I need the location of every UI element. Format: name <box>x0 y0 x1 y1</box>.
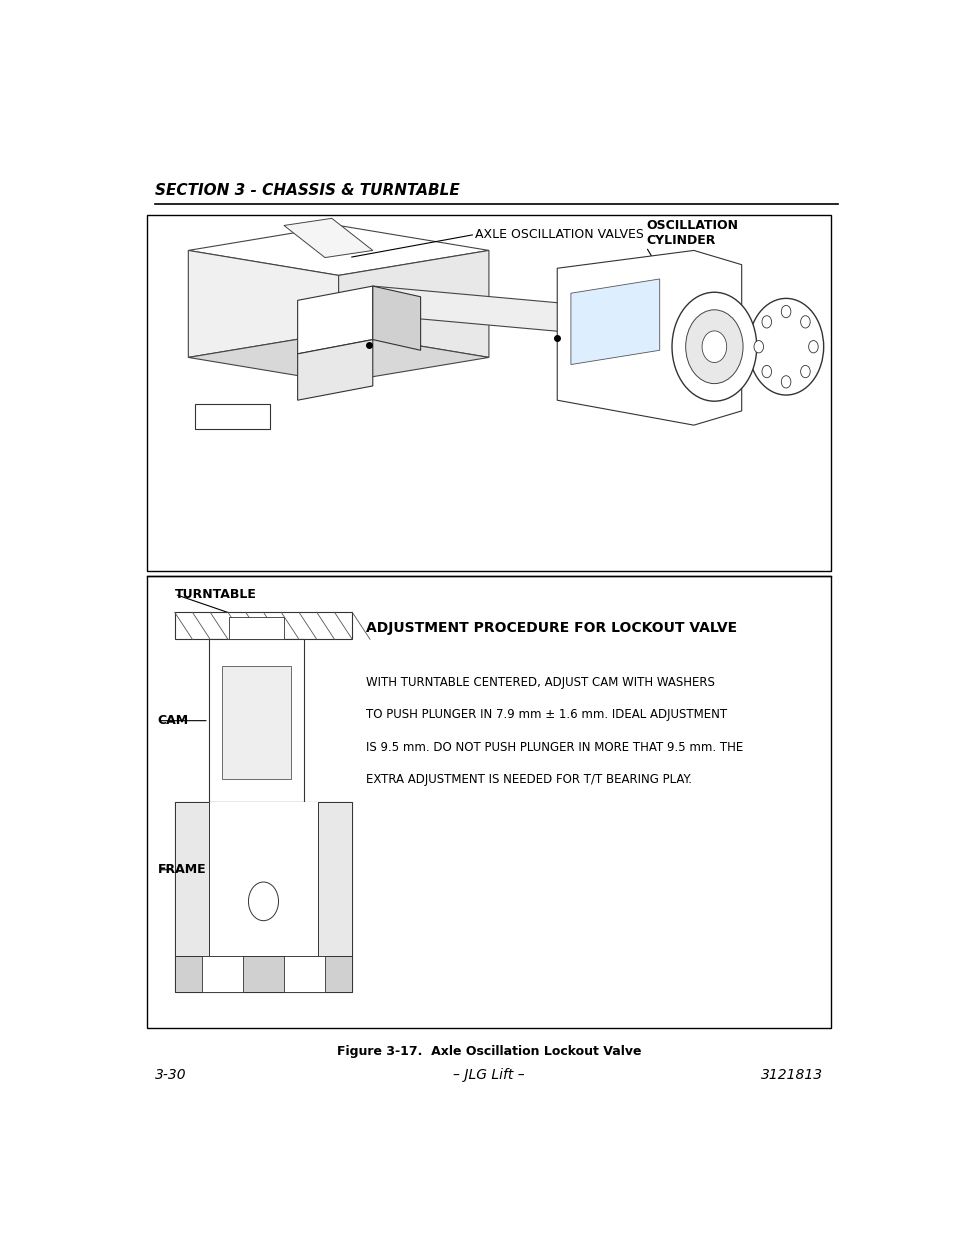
Circle shape <box>761 316 771 329</box>
Text: TO PUSH PLUNGER IN 7.9 mm ± 1.6 mm. IDEAL ADJUSTMENT: TO PUSH PLUNGER IN 7.9 mm ± 1.6 mm. IDEA… <box>366 708 726 721</box>
Bar <box>147 215 830 572</box>
Polygon shape <box>338 251 488 357</box>
Text: FRAME: FRAME <box>157 863 206 877</box>
Circle shape <box>701 331 726 363</box>
Bar <box>229 616 284 640</box>
Text: OSCILLATION
CYLINDER: OSCILLATION CYLINDER <box>645 219 738 247</box>
Text: EXTRA ADJUSTMENT IS NEEDED FOR T/T BEARING PLAY.: EXTRA ADJUSTMENT IS NEEDED FOR T/T BEARI… <box>366 773 691 785</box>
Polygon shape <box>188 251 338 357</box>
Polygon shape <box>297 287 373 354</box>
Polygon shape <box>174 613 352 640</box>
Text: Figure 3-17.  Axle Oscillation Lockout Valve: Figure 3-17. Axle Oscillation Lockout Va… <box>336 1045 640 1058</box>
Text: SECTION 3 - CHASSIS & TURNTABLE: SECTION 3 - CHASSIS & TURNTABLE <box>154 183 459 198</box>
Circle shape <box>808 341 818 353</box>
Text: IS 9.5 mm. DO NOT PUSH PLUNGER IN MORE THAT 9.5 mm. THE: IS 9.5 mm. DO NOT PUSH PLUNGER IN MORE T… <box>366 741 742 753</box>
Polygon shape <box>373 287 420 351</box>
Polygon shape <box>373 287 570 332</box>
Circle shape <box>753 341 762 353</box>
Polygon shape <box>570 279 659 364</box>
Circle shape <box>781 375 790 388</box>
Bar <box>174 802 209 956</box>
Circle shape <box>800 316 809 329</box>
Bar <box>174 802 352 992</box>
Text: – JLG Lift –: – JLG Lift – <box>453 1068 524 1082</box>
Text: AXLE OSCILLATION VALVES: AXLE OSCILLATION VALVES <box>475 228 643 241</box>
Bar <box>209 802 317 956</box>
Bar <box>147 576 830 1028</box>
Polygon shape <box>284 219 373 258</box>
Polygon shape <box>188 226 488 275</box>
Circle shape <box>761 366 771 378</box>
Circle shape <box>748 299 822 395</box>
Text: CAM: CAM <box>157 714 189 727</box>
Circle shape <box>781 305 790 317</box>
Polygon shape <box>195 404 270 429</box>
Text: 3121813: 3121813 <box>760 1068 822 1082</box>
Text: ADJUSTMENT PROCEDURE FOR LOCKOUT VALVE: ADJUSTMENT PROCEDURE FOR LOCKOUT VALVE <box>366 621 737 635</box>
Bar <box>209 640 304 802</box>
Bar <box>174 956 352 992</box>
Circle shape <box>800 366 809 378</box>
Text: WITH TURNTABLE CENTERED, ADJUST CAM WITH WASHERS: WITH TURNTABLE CENTERED, ADJUST CAM WITH… <box>366 676 714 688</box>
Circle shape <box>248 882 278 920</box>
Polygon shape <box>557 251 740 425</box>
Bar <box>202 956 243 992</box>
Bar <box>284 956 325 992</box>
Circle shape <box>671 293 756 401</box>
Polygon shape <box>297 340 373 400</box>
Bar <box>222 667 291 779</box>
Bar <box>317 802 352 956</box>
Text: 3-30: 3-30 <box>154 1068 186 1082</box>
Text: TURNTABLE: TURNTABLE <box>174 588 256 600</box>
Circle shape <box>685 310 742 384</box>
Polygon shape <box>188 332 488 383</box>
